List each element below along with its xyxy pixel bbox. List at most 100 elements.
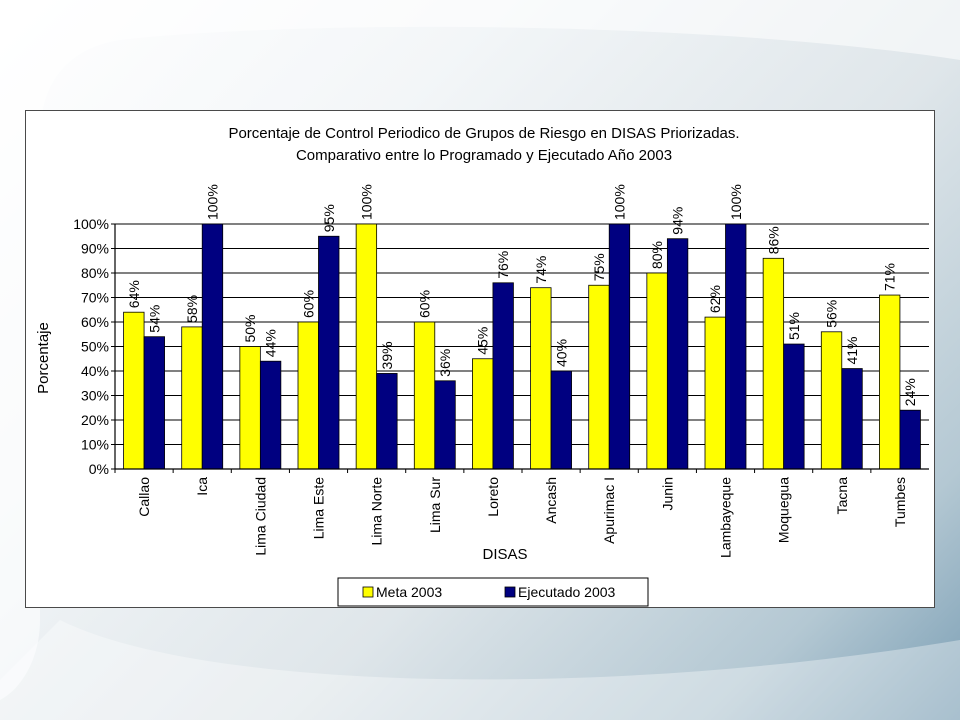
bar-meta-2003-lima-este: [297, 321, 319, 470]
data-label-meta-2003-apurimac-i: 75%: [591, 253, 607, 281]
x-tick-label-tacna: Tacna: [834, 477, 850, 515]
bar-ejecutado-2003-junin: [666, 238, 689, 470]
bar-ejecutado-2003-ica: [201, 223, 224, 470]
x-tick-label-loreto: Loreto: [485, 477, 501, 517]
data-label-meta-2003-lima-este: 60%: [300, 290, 316, 318]
data-label-ejecutado-2003-ancash: 40%: [553, 339, 569, 367]
x-tick-label-ancash: Ancash: [543, 477, 559, 524]
data-label-ejecutado-2003-junin: 94%: [670, 207, 686, 235]
bar-meta-2003-lima-ciudad: [239, 346, 261, 470]
bar-meta-2003-ica: [181, 326, 203, 470]
bar-ejecutado-2003-loreto: [492, 282, 514, 470]
data-label-meta-2003-moquegua: 86%: [765, 226, 781, 254]
data-label-ejecutado-2003-moquegua: 51%: [786, 312, 802, 340]
data-label-ejecutado-2003-apurimac-i: 100%: [611, 184, 627, 220]
x-tick-label-lambayeque: Lambayeque: [718, 477, 734, 558]
data-label-meta-2003-lambayeque: 62%: [707, 285, 723, 313]
data-label-ejecutado-2003-callao: 54%: [146, 305, 162, 333]
data-label-meta-2003-ica: 58%: [184, 295, 200, 323]
bar-meta-2003-moquegua: [762, 257, 785, 470]
data-label-meta-2003-lima-ciudad: 50%: [242, 314, 258, 342]
data-label-meta-2003-tacna: 56%: [824, 300, 840, 328]
y-tick-label: 40%: [81, 363, 109, 379]
data-label-ejecutado-2003-lima-sur: 36%: [437, 349, 453, 377]
x-tick-label-tumbes: Tumbes: [892, 477, 908, 527]
bar-ejecutado-2003-apurimac-i: [608, 223, 631, 470]
x-tick-label-apurimac-i: Apurimac I: [601, 477, 617, 544]
data-label-ejecutado-2003-tumbes: 24%: [902, 378, 918, 406]
legend-label-meta: Meta 2003: [376, 584, 442, 600]
data-label-ejecutado-2003-lima-este: 95%: [321, 204, 337, 232]
y-tick-label: 60%: [81, 314, 109, 330]
y-tick-label: 10%: [81, 437, 109, 453]
y-tick-label: 0%: [89, 461, 109, 477]
bar-meta-2003-callao: [123, 311, 145, 470]
x-tick-label-lima-ciudad: Lima Ciudad: [252, 477, 268, 556]
legend-label-ejecutado: Ejecutado 2003: [518, 584, 616, 600]
data-label-ejecutado-2003-lima-ciudad: 44%: [263, 329, 279, 357]
x-tick-label-callao: Callao: [136, 477, 152, 517]
legend-swatch-meta: [362, 586, 374, 598]
data-label-meta-2003-lima-norte: 100%: [358, 184, 374, 220]
data-label-meta-2003-loreto: 45%: [475, 327, 491, 355]
bar-meta-2003-junin: [646, 272, 668, 470]
data-label-meta-2003-tumbes: 71%: [882, 263, 898, 291]
y-axis-title: Porcentaje: [35, 322, 52, 394]
y-tick-label: 20%: [81, 412, 109, 428]
y-tick-label: 80%: [81, 265, 109, 281]
legend-swatch-ejecutado: [504, 586, 516, 598]
bar-data-labels: 64%54% 58% 100% 50% 44% 60% 95% 100% 39% 60% 36% 45…: [126, 184, 918, 406]
x-tick-label-ica: Ica: [194, 477, 210, 496]
bar-meta-2003-lima-norte: [355, 223, 378, 470]
y-tick-label: 50%: [81, 339, 109, 355]
bar-ejecutado-2003-tacna: [841, 368, 863, 470]
chart-canvas: Porcentaje de Control Periodico de Grupo…: [35, 125, 929, 607]
bar-ejecutado-2003-tumbes: [899, 409, 921, 470]
gridlines: [111, 223, 929, 473]
x-tick-label-lima-sur: Lima Sur: [427, 477, 443, 533]
axes: [114, 224, 929, 470]
x-tick-label-moquegua: Moquegua: [776, 477, 792, 543]
bar-ejecutado-2003-moquegua: [783, 343, 805, 470]
x-axis-title: DISAS: [482, 546, 527, 563]
data-label-ejecutado-2003-lima-norte: 39%: [379, 341, 395, 369]
data-label-meta-2003-junin: 80%: [649, 241, 665, 269]
bar-meta-2003-lambayeque: [704, 316, 726, 470]
data-label-meta-2003-lima-sur: 60%: [417, 290, 433, 318]
chart-title-line-1: Porcentaje de Control Periodico de Grupo…: [228, 125, 739, 142]
data-label-ejecutado-2003-tacna: 41%: [844, 337, 860, 365]
bar-ejecutado-2003-lambayeque: [725, 223, 747, 470]
bar-ejecutado-2003-ancash: [550, 370, 572, 470]
bar-ejecutado-2003-lima-sur: [434, 380, 456, 470]
x-tick-label-lima-este: Lima Este: [311, 477, 327, 539]
data-label-ejecutado-2003-ica: 100%: [204, 184, 220, 220]
bar-meta-2003-lima-sur: [413, 321, 436, 470]
legend: Meta 2003 Ejecutado 2003: [337, 577, 649, 607]
y-tick-label: 100%: [73, 216, 109, 232]
x-axis-category-labels: Callao Ica Lima Ciudad Lima Este Lima Norte L…: [136, 477, 908, 558]
data-label-meta-2003-callao: 64%: [126, 280, 142, 308]
bars: [123, 223, 921, 470]
bar-meta-2003-tacna: [820, 331, 843, 470]
bar-ejecutado-2003-callao: [143, 336, 165, 470]
chart-title-line-2: Comparativo entre lo Programado y Ejecut…: [296, 147, 672, 164]
chart-frame: Porcentaje de Control Periodico de Grupo…: [25, 110, 935, 608]
x-tick-label-junin: Junin: [659, 477, 675, 510]
legend-box: [337, 577, 649, 607]
bar-meta-2003-loreto: [472, 358, 494, 470]
y-tick-label: 90%: [81, 241, 109, 257]
data-label-ejecutado-2003-loreto: 76%: [495, 251, 511, 279]
bar-meta-2003-apurimac-i: [588, 284, 610, 470]
bar-ejecutado-2003-lima-ciudad: [259, 360, 282, 470]
bar-meta-2003-tumbes: [879, 294, 901, 470]
x-tick-label-lima-norte: Lima Norte: [369, 477, 385, 546]
bar-ejecutado-2003-lima-norte: [376, 373, 398, 470]
y-axis-ticks: 0% 10% 20% 30% 40% 50% 60% 70% 80% 90% 100%: [73, 216, 109, 477]
data-label-meta-2003-ancash: 74%: [533, 256, 549, 284]
data-label-ejecutado-2003-lambayeque: 100%: [728, 184, 744, 220]
y-tick-label: 30%: [81, 388, 109, 404]
bar-meta-2003-ancash: [530, 287, 552, 470]
bar-ejecutado-2003-lima-este: [318, 235, 340, 470]
y-tick-label: 70%: [81, 290, 109, 306]
